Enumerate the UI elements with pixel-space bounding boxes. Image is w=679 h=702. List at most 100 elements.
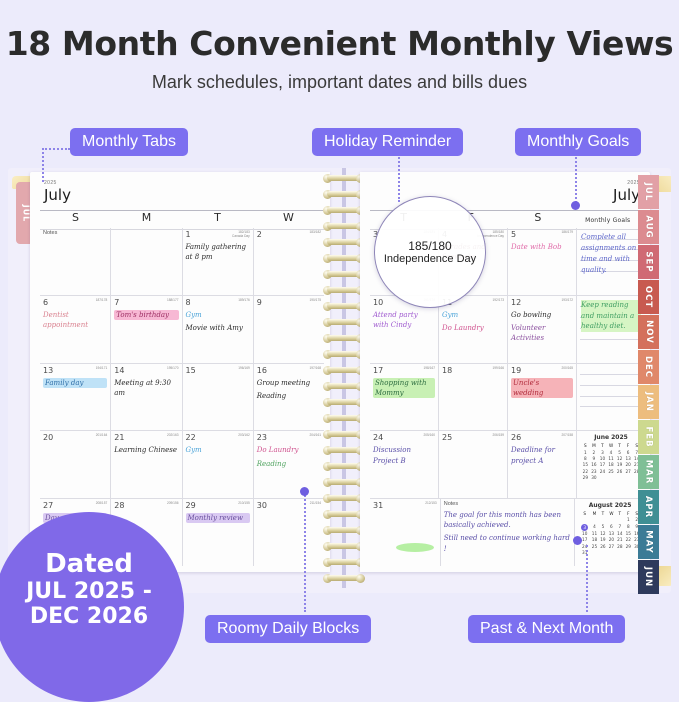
callout-past-next-month[interactable]: Past & Next Month [468, 615, 626, 643]
day-cell[interactable]: Notes [40, 228, 112, 295]
day-event[interactable]: The goal for this month has been basical… [443, 511, 562, 530]
day-cell[interactable]: 28 209/156 [111, 499, 183, 566]
day-event[interactable]: Go bowling [511, 310, 552, 319]
day-event[interactable]: Reading [256, 391, 287, 400]
day-cell[interactable]: 31 212/153 [370, 499, 441, 566]
month-tab-label: MAR [643, 459, 654, 485]
day-number: 26 [511, 433, 522, 443]
day-event[interactable]: Learning Chinese [114, 446, 178, 455]
day-event[interactable]: Uncle's wedding [511, 377, 574, 398]
goal-ruled-line [580, 374, 642, 376]
day-event[interactable]: Do Laundry [256, 446, 299, 455]
day-event[interactable]: Volunteer Activities [511, 323, 546, 343]
mini-day: 18 [608, 462, 614, 468]
month-tab-may[interactable]: MAY [638, 525, 659, 559]
month-tab-jun[interactable]: JUN [638, 560, 659, 594]
day-number: 25 [442, 433, 453, 443]
month-tab-dec[interactable]: DEC [638, 350, 659, 384]
day-event[interactable]: Family day [43, 377, 108, 388]
day-cell[interactable]: 21 202/163 Learning Chinese [111, 431, 183, 499]
day-cell[interactable]: 24 205/160 Discussion Project B [370, 431, 440, 499]
day-cell[interactable]: 16 197/168 Group meeting Reading [254, 364, 324, 431]
day-cell[interactable]: Notes The goal for this month has been ba… [441, 499, 576, 566]
day-event[interactable]: Date with Bob [511, 243, 562, 251]
day-cell[interactable]: 20 201/164 [40, 431, 112, 499]
day-cell[interactable]: 7 188/177 Tom's birthday [111, 295, 183, 363]
day-cell[interactable]: 5 186/179 Date with Bob [508, 228, 578, 295]
day-event[interactable]: Group meeting [256, 378, 311, 387]
day-cell[interactable]: 26 207/158 Deadline for project A [508, 431, 578, 499]
day-event[interactable]: Discussion Project B [373, 446, 412, 465]
day-cell[interactable]: 1 182/183 Canada Day Family gathering at 8 … [183, 228, 254, 295]
mini-day: 17 [599, 462, 606, 468]
month-tab-aug[interactable]: AUG [638, 210, 659, 244]
day-event[interactable]: Gym [185, 310, 202, 319]
monthly-goal-text[interactable]: Complete all assignments on time and wit… [581, 233, 637, 274]
day-number: 5 [511, 230, 517, 239]
day-cell[interactable]: 17 198/167 Shopping with Mommy [370, 363, 440, 431]
month-header-right: 2025 July [613, 180, 640, 204]
day-cell[interactable]: 29 210/155 Monthly review [183, 499, 254, 566]
day-cell[interactable]: 13 194/171 Family day [40, 363, 112, 431]
day-cell[interactable]: 2 183/182 [254, 228, 324, 295]
day-cell[interactable]: 25 206/159 [439, 431, 509, 499]
month-tab-nov[interactable]: NOV [638, 315, 659, 349]
day-event[interactable]: Deadline for project A [511, 446, 555, 465]
month-tab-strip[interactable]: JUL AUG SEP OCT NOV DEC JAN FEB MAR APR MAY JUN [638, 175, 659, 595]
day-cell[interactable]: 9 190/175 [254, 296, 324, 363]
mini-day [599, 550, 607, 556]
monthly-goals-cell[interactable]: Complete all assignments on time and wit… [577, 228, 644, 295]
month-tab-oct[interactable]: OCT [638, 280, 659, 314]
day-event[interactable]: Monthly review [185, 513, 250, 524]
month-tab-jul[interactable]: JUL [638, 175, 659, 209]
monthly-goals-cell[interactable]: Keep reading and maintain a healthy diet… [577, 296, 644, 363]
day-event[interactable]: Tom's birthday [114, 309, 179, 320]
day-cell[interactable]: 14 195/170 Meeting at 9:30 am [111, 363, 183, 431]
day-counter: 208/157 [95, 501, 108, 506]
monthly-goals-cell[interactable]: June 2025 S M T W T F S 1 2 3 4 5 6 7 8 9 10 11 12 13 14 15 16 1… [577, 431, 644, 498]
day-event[interactable]: Movie with Amy [185, 323, 243, 332]
mini-day: 27 [625, 468, 631, 474]
day-cell[interactable]: 19 200/165 Uncle's wedding [508, 363, 578, 431]
mini-day: 23 [591, 468, 597, 474]
mini-calendar-june: June 2025 S M T W T F S 1 2 3 4 5 6 7 8 9 10 11 12 13 14 15 16 1… [581, 434, 641, 481]
callout-monthly-goals[interactable]: Monthly Goals [515, 128, 642, 156]
mini-day: 6 [610, 524, 613, 530]
monthly-goals-cell[interactable]: August 2025 S M T W T F S 1 2 3 4 5 6 7 8 9 10 11 12 13 14 15 1… [575, 499, 644, 566]
month-tab-apr[interactable]: APR [638, 490, 659, 524]
day-event[interactable]: Meeting at 9:30 am [114, 378, 171, 397]
day-number: 28 [114, 501, 125, 511]
monthly-goals-cell[interactable] [577, 364, 644, 431]
day-event[interactable]: Gym [442, 310, 459, 319]
day-event[interactable]: Reading [256, 459, 287, 468]
day-event[interactable]: Dentist appointment [43, 310, 89, 329]
weekday-label-t-2: T [214, 211, 221, 224]
month-tab-jan[interactable]: JAN [638, 385, 659, 419]
day-cell[interactable]: 12 193/172 Go bowling Volunteer Activities [508, 295, 578, 363]
month-tab-label: AUG [643, 215, 654, 239]
day-event[interactable]: Still need to continue working hard ! [443, 534, 570, 553]
month-tab-feb[interactable]: FEB [638, 420, 659, 454]
day-cell[interactable] [111, 228, 183, 295]
day-cell[interactable]: 18 199/166 [439, 363, 509, 431]
day-event[interactable]: Do Laundry [442, 323, 484, 332]
day-cell[interactable]: 8 189/176 Gym Movie with Amy [183, 295, 254, 363]
day-cell[interactable]: 30 211/154 [254, 499, 324, 566]
day-number: 15 [185, 365, 196, 375]
monthly-goal-text[interactable]: Keep reading and maintain a healthy diet… [581, 299, 642, 333]
day-event[interactable]: Attend party with Cindy [373, 310, 418, 329]
day-cell[interactable]: 23 204/161 Do Laundry Reading [254, 431, 324, 498]
day-event[interactable]: Gym [185, 446, 202, 455]
day-cell[interactable]: 6 187/178 Dentist appointment [40, 295, 112, 363]
month-tab-mar[interactable]: MAR [638, 455, 659, 489]
day-cell[interactable]: 15 196/169 [183, 363, 254, 431]
day-event[interactable]: Family gathering at 8 pm [185, 243, 247, 262]
day-cell[interactable]: 22 203/162 Gym [183, 431, 254, 499]
callout-holiday-reminder[interactable]: Holiday Reminder [312, 128, 464, 156]
callout-roomy-daily-blocks[interactable]: Roomy Daily Blocks [205, 615, 372, 643]
day-counter: 201/164 [95, 433, 108, 438]
day-event[interactable]: Shopping with Mommy [373, 377, 436, 398]
month-tab-sep[interactable]: SEP [638, 245, 659, 279]
callout-monthly-tabs[interactable]: Monthly Tabs [70, 128, 188, 156]
